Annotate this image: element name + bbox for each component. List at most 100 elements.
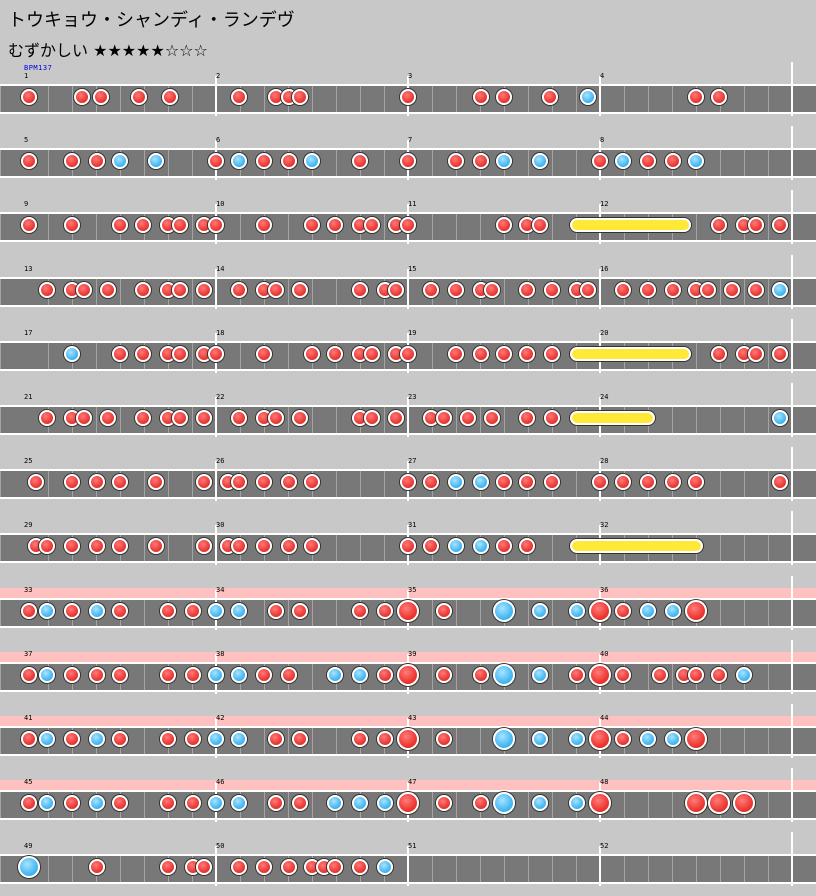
don-note [711,217,728,234]
beat-tick [479,728,481,754]
difficulty-rating: むずかしい ★★★★★☆☆☆ [8,37,208,61]
beat-tick [239,214,241,241]
beat-tick [503,407,505,433]
don-note [20,666,37,683]
beat-tick [383,535,385,562]
don-note [400,345,416,362]
don-note [88,474,105,491]
measure-number: 3 [408,72,413,80]
ka-note [736,666,752,683]
don-note [292,731,309,747]
beat-tick [767,663,769,690]
measure-number: 10 [216,200,225,209]
beat-tick [527,728,529,754]
don-note [352,281,368,298]
measure-number: 49 [24,842,33,851]
measure-line [407,268,409,309]
measure-number: 21 [24,393,33,401]
don-note [376,731,393,747]
beat-tick [695,407,697,433]
ka-note [352,666,368,683]
don-note [496,345,512,362]
don-note [400,538,416,555]
measure-number: 47 [408,778,417,787]
don-note [20,731,37,747]
don-note [472,345,489,362]
don-note [112,666,128,683]
don-note [148,474,165,491]
measure-line [791,704,793,758]
beat-tick [335,407,337,433]
don-note [280,666,297,683]
don-note [747,217,764,234]
beat-tick [431,599,433,626]
big-ka-note [493,728,515,750]
measure-number: 33 [24,585,33,594]
don-note [280,859,297,876]
don-note [231,410,248,426]
measure-line [791,62,793,116]
don-note [267,410,284,426]
chart-row: 29 30 31 32 [0,511,816,575]
beat-tick [191,150,193,177]
don-note [772,345,789,362]
beat-tick [743,599,745,626]
beat-tick [719,471,721,498]
don-note [615,731,632,747]
beat-tick [455,856,457,883]
beat-tick [767,150,769,177]
don-note [160,666,176,683]
don-note [27,474,44,491]
drumroll-note [569,218,692,233]
don-note [664,474,681,491]
beat-tick [311,728,313,754]
don-note [459,410,476,426]
don-note [532,217,549,234]
ka-note [304,153,320,170]
measure-number: 48 [600,778,609,787]
beat-tick [71,856,73,883]
measure-number: 22 [216,393,225,401]
don-note [484,281,501,298]
drumroll-note [569,346,692,361]
don-note [135,410,152,426]
beat-tick [311,86,313,112]
beat-tick [551,150,553,177]
don-note [73,89,90,105]
beat-tick [719,535,721,562]
don-note [363,217,380,234]
don-note [280,153,297,170]
beat-tick [479,214,481,241]
beat-tick [0,728,1,754]
beat-tick [551,535,553,562]
beat-tick [551,792,553,819]
don-note [352,731,368,747]
beat-tick [0,214,1,241]
don-note [304,217,320,234]
ka-note [664,731,681,747]
measure-number: 50 [216,842,225,851]
measure-line [407,846,409,887]
beat-tick [455,728,457,754]
beat-tick [167,150,169,177]
measure-number: 20 [600,328,609,337]
don-note [484,410,501,426]
don-note [267,795,284,812]
don-note [699,281,716,298]
don-note [64,795,80,812]
don-note [160,795,176,812]
beat-tick [95,342,97,369]
measure-number: 18 [216,328,225,337]
measure-line [791,575,793,630]
measure-number: 17 [24,328,33,337]
don-note [436,795,453,812]
measure-number: 29 [24,521,33,530]
measure-number: 34 [216,585,225,594]
don-note [615,474,632,491]
beat-tick [527,663,529,690]
measure-number: 42 [216,714,225,722]
beat-tick [0,278,1,305]
beat-tick [287,728,289,754]
beat-tick [431,150,433,177]
ka-note [88,795,105,812]
